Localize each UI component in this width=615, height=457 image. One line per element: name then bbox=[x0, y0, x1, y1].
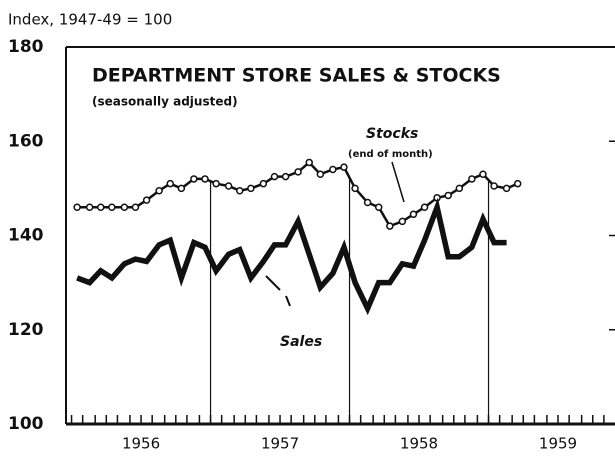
stocks-leader bbox=[391, 161, 405, 203]
y-tick-label: 180 bbox=[8, 37, 44, 57]
series-marker bbox=[281, 172, 290, 181]
series-marker bbox=[177, 184, 186, 193]
series-marker bbox=[166, 179, 174, 188]
series-marker bbox=[190, 175, 198, 183]
chart-title: DEPARTMENT STORE SALES & STOCKS bbox=[92, 65, 501, 87]
chart-subtitle: (seasonally adjusted) bbox=[92, 95, 238, 109]
series-marker bbox=[294, 168, 302, 176]
series-marker bbox=[468, 175, 476, 183]
sales-annotation: Sales bbox=[280, 334, 322, 350]
series-line bbox=[76, 197, 507, 316]
series-marker bbox=[131, 203, 140, 211]
series-marker bbox=[259, 179, 268, 188]
series-marker bbox=[420, 203, 429, 211]
series-marker bbox=[108, 203, 116, 211]
x-tick-label: 1959 bbox=[539, 435, 577, 453]
series-marker bbox=[201, 175, 209, 183]
y-tick-label: 100 bbox=[8, 414, 44, 434]
series-marker bbox=[513, 179, 522, 188]
stocks-note: (end of month) bbox=[348, 149, 433, 160]
series-marker bbox=[351, 184, 359, 193]
y-axis-label: Index, 1947-49 = 100 bbox=[8, 11, 172, 29]
stocks-annotation: Stocks bbox=[366, 126, 418, 142]
series-marker bbox=[409, 210, 418, 219]
series-marker bbox=[224, 182, 233, 190]
series-marker bbox=[329, 165, 337, 174]
series-marker bbox=[155, 186, 163, 195]
series-marker bbox=[73, 203, 81, 211]
x-tick-label: 1956 bbox=[122, 435, 160, 453]
x-tick-label: 1957 bbox=[261, 435, 299, 453]
series-marker bbox=[340, 163, 348, 171]
series-marker bbox=[490, 182, 498, 190]
series-marker bbox=[85, 203, 94, 211]
series-marker bbox=[96, 203, 105, 211]
sales-leader bbox=[265, 275, 291, 307]
series-marker bbox=[142, 196, 151, 204]
series-marker bbox=[305, 158, 313, 167]
series-marker bbox=[374, 203, 383, 211]
series-marker bbox=[212, 179, 220, 188]
series-marker bbox=[363, 198, 372, 207]
series-marker bbox=[502, 184, 511, 193]
series-marker bbox=[316, 170, 325, 178]
series-marker bbox=[386, 222, 394, 230]
series-marker bbox=[247, 184, 255, 193]
series-marker bbox=[444, 191, 452, 200]
y-tick-label: 140 bbox=[8, 226, 44, 246]
series-marker bbox=[120, 203, 129, 211]
x-tick-label: 1958 bbox=[400, 435, 438, 453]
y-tick-label: 120 bbox=[8, 320, 44, 340]
series-marker bbox=[235, 186, 244, 195]
series-marker bbox=[479, 170, 487, 178]
series-marker bbox=[270, 172, 279, 181]
y-tick-label: 160 bbox=[8, 131, 44, 151]
series-marker bbox=[455, 184, 464, 193]
series-marker bbox=[398, 217, 407, 226]
